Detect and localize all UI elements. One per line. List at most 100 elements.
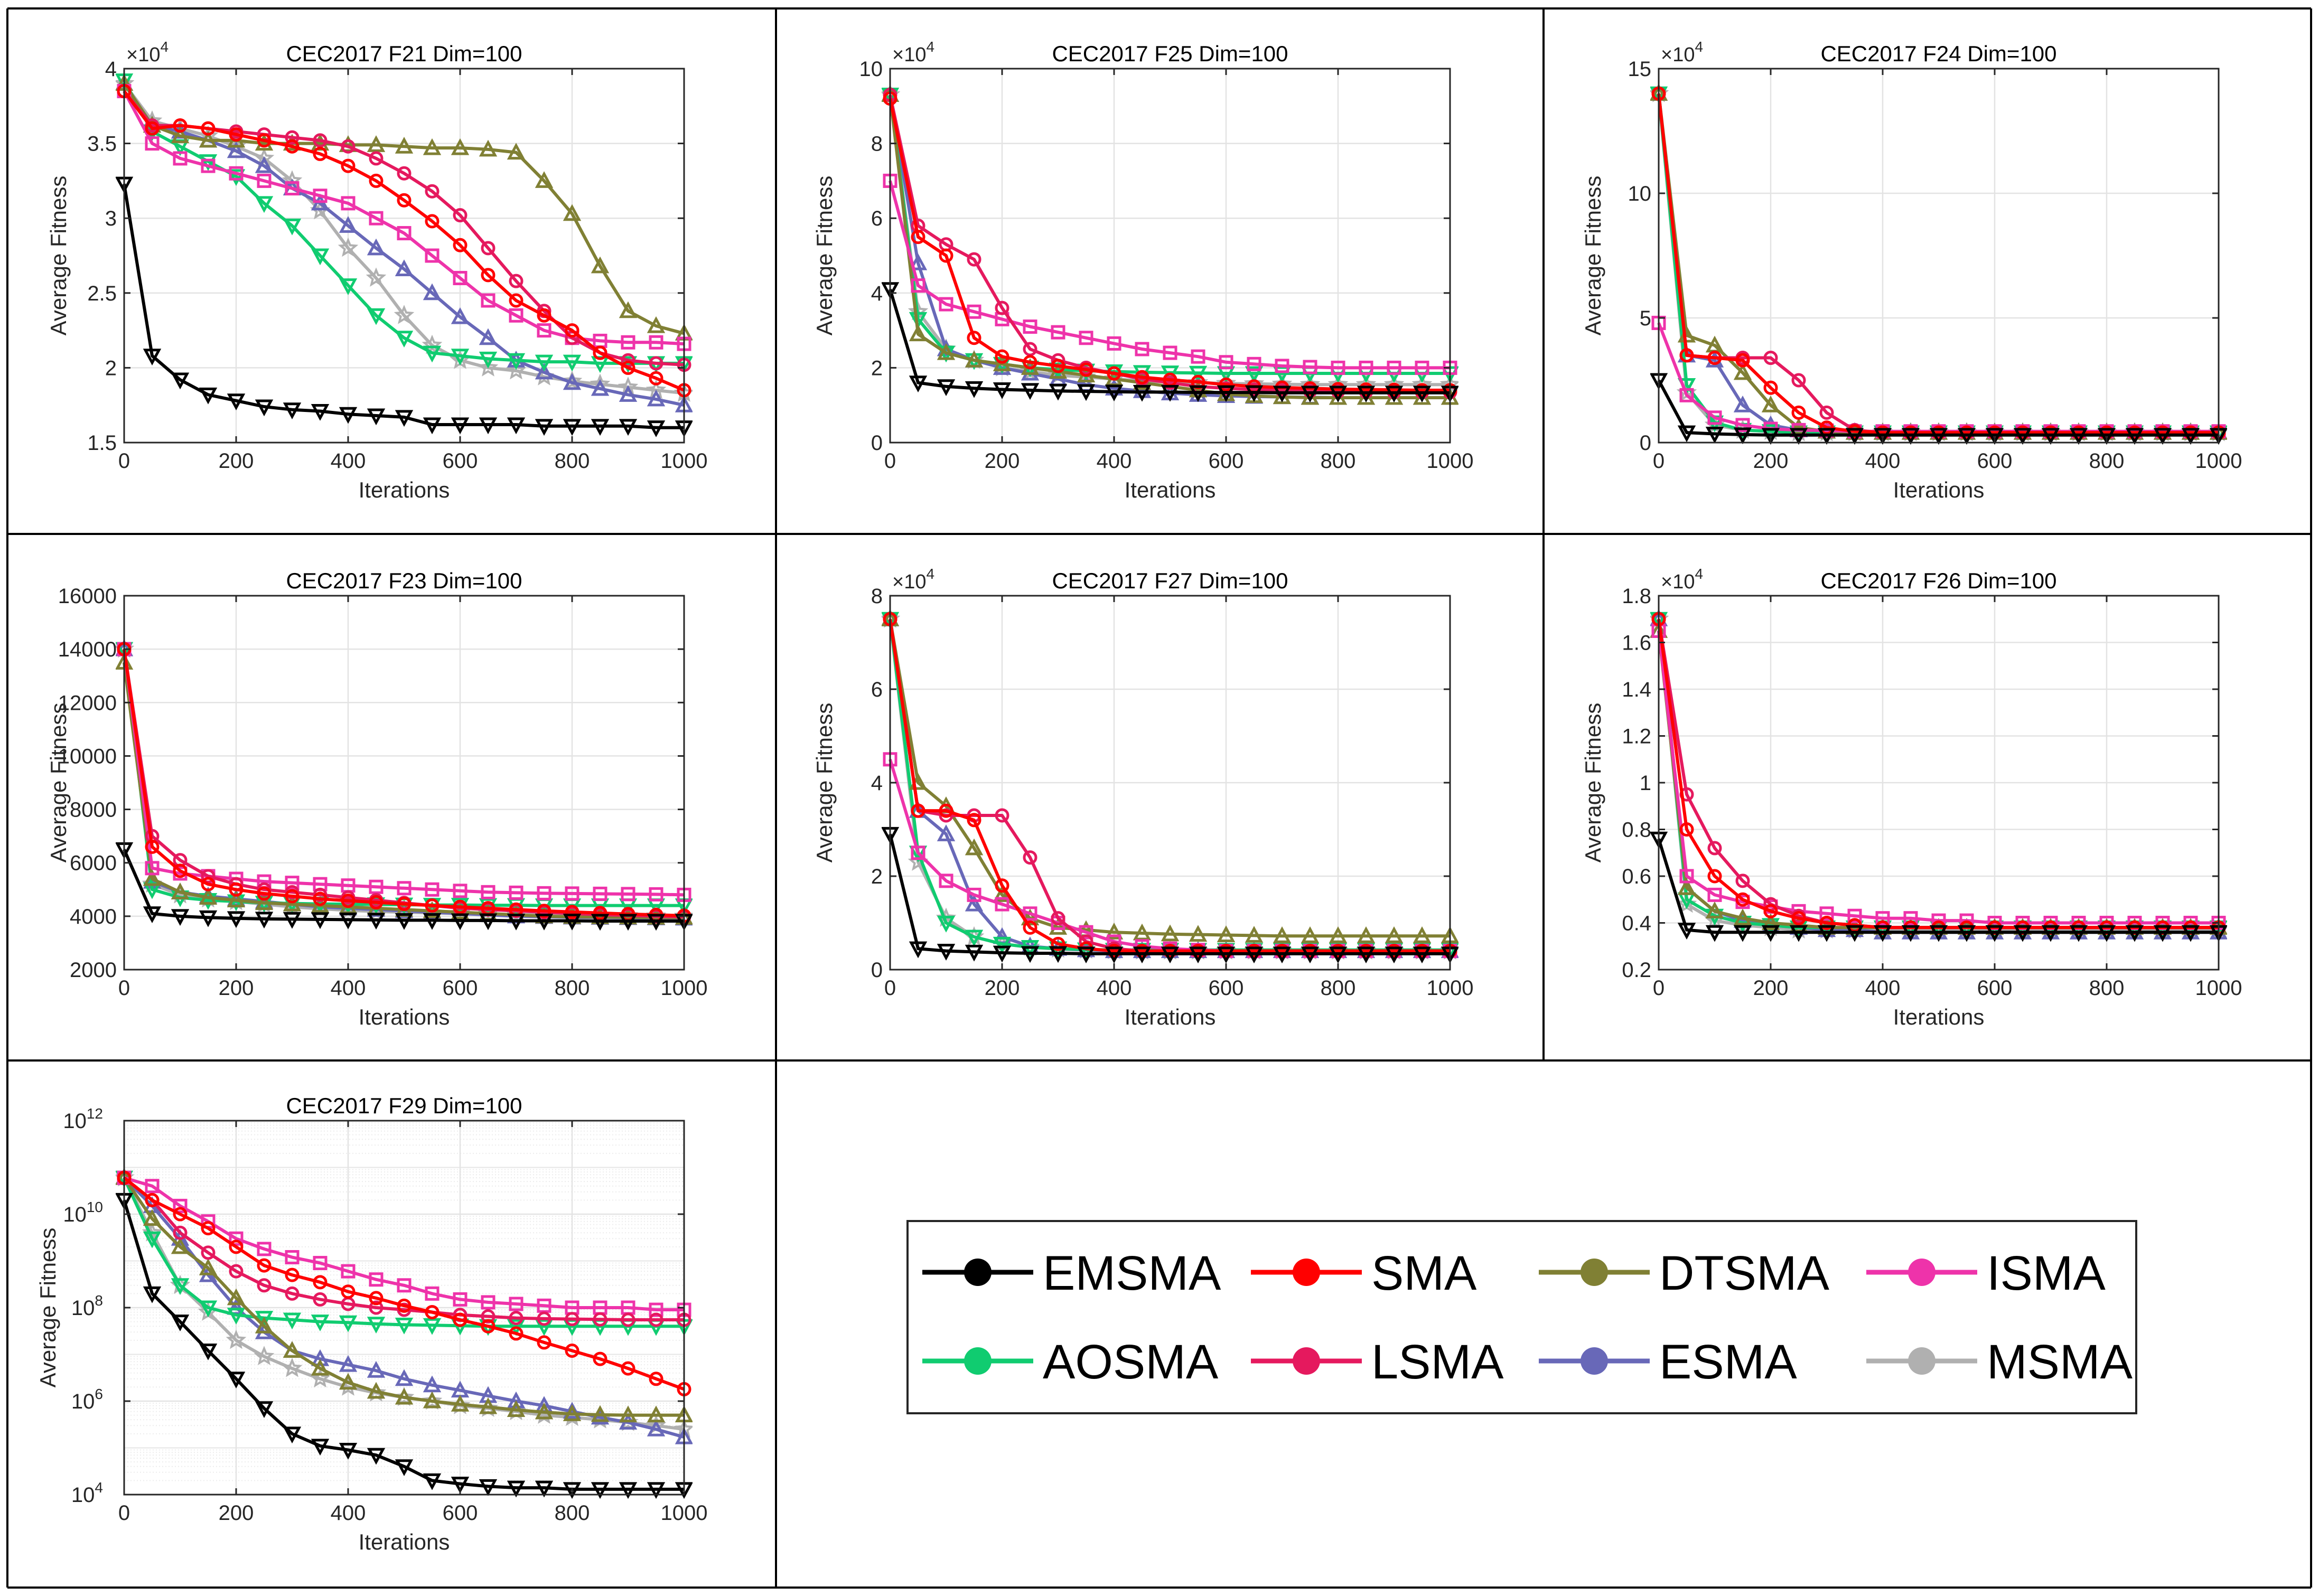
marker-sma-3 bbox=[1735, 353, 1750, 368]
marker-emsma-18 bbox=[619, 1482, 638, 1499]
marker-isma-9 bbox=[1903, 911, 1918, 926]
marker-dtsma-2 bbox=[937, 343, 956, 360]
x-axis-label: Iterations bbox=[1125, 477, 1216, 502]
x-tick-label: 0 bbox=[884, 977, 896, 1000]
y-tick-label: 0.2 bbox=[1622, 959, 1651, 982]
chart-2: 0 200 400 600 800 1000 0 2 4 6 8 10 ×104 CEC2017 F25 … bbox=[812, 39, 1473, 502]
marker-sma-2 bbox=[1707, 351, 1722, 365]
marker-sma-13 bbox=[481, 1319, 495, 1334]
marker-esma-11 bbox=[423, 1375, 442, 1393]
axes-box bbox=[123, 595, 685, 971]
marker-isma-1 bbox=[145, 861, 160, 876]
marker-emsma-12 bbox=[1985, 925, 2004, 942]
y-tick-label: 1 bbox=[1640, 772, 1651, 795]
marker-lsma-19 bbox=[649, 356, 663, 371]
marker-emsma-13 bbox=[1245, 946, 1264, 964]
marker-lsma-17 bbox=[593, 1312, 607, 1327]
marker-sma-12 bbox=[453, 899, 467, 914]
marker-dtsma-2 bbox=[171, 883, 190, 899]
marker-aosma-12 bbox=[451, 349, 470, 365]
marker-sma-11 bbox=[425, 1305, 440, 1320]
marker-emsma-11 bbox=[1957, 428, 1976, 445]
marker-sma-1 bbox=[1679, 822, 1694, 837]
series-line-sma bbox=[889, 618, 1450, 953]
marker-aosma-3 bbox=[199, 893, 218, 910]
marker-dtsma-18 bbox=[619, 1405, 638, 1423]
marker-isma-1 bbox=[1679, 388, 1694, 402]
marker-esma-2 bbox=[1705, 350, 1724, 368]
marker-lsma-3 bbox=[967, 252, 981, 267]
marker-sma-3 bbox=[201, 877, 216, 891]
marker-emsma-2 bbox=[171, 372, 190, 390]
marker-sma-14 bbox=[509, 293, 523, 308]
marker-sma-11 bbox=[425, 214, 440, 229]
y-axis-label: Average Fitness bbox=[1581, 703, 1605, 863]
legend-entry-sma: SMA bbox=[1251, 1246, 1477, 1300]
marker-isma-14 bbox=[509, 885, 523, 900]
marker-emsma-6 bbox=[283, 912, 302, 929]
marker-sma-6 bbox=[285, 889, 300, 904]
marker-dtsma-12 bbox=[451, 1394, 470, 1412]
marker-dtsma-6 bbox=[283, 1341, 302, 1358]
marker-dtsma-11 bbox=[1189, 925, 1208, 942]
marker-lsma-13 bbox=[481, 241, 495, 256]
marker-isma-3 bbox=[201, 158, 216, 173]
marker-sma-13 bbox=[481, 268, 495, 283]
marker-emsma-8 bbox=[1873, 925, 1892, 942]
marker-emsma-1 bbox=[909, 375, 928, 392]
marker-esma-10 bbox=[395, 1369, 414, 1386]
marker-emsma-6 bbox=[1049, 383, 1068, 401]
marker-emsma-13 bbox=[479, 913, 498, 931]
marker-emsma-7 bbox=[1077, 946, 1096, 964]
chart-5: 0 200 400 600 800 1000 0 2 4 6 8 ×104 CEC2017 F27 Di… bbox=[812, 566, 1473, 1029]
marker-isma-9 bbox=[1135, 342, 1149, 356]
marker-emsma-2 bbox=[171, 1315, 190, 1331]
marker-dtsma-5 bbox=[255, 1316, 274, 1334]
plot-area bbox=[124, 69, 684, 443]
legend-marker bbox=[1581, 1259, 1608, 1286]
legend-box bbox=[906, 1220, 2137, 1414]
legend-entry-aosma: AOSMA bbox=[922, 1335, 1219, 1389]
series-line-lsma bbox=[123, 1176, 684, 1321]
marker-emsma-10 bbox=[395, 410, 414, 427]
marker-aosma-5 bbox=[255, 196, 274, 213]
marker-emsma-8 bbox=[339, 407, 358, 424]
legend-label: EMSMA bbox=[1043, 1246, 1221, 1300]
legend-label: ESMA bbox=[1659, 1335, 1797, 1389]
marker-emsma-19 bbox=[647, 1482, 666, 1499]
marker-sma-17 bbox=[593, 906, 607, 921]
marker-emsma-10 bbox=[395, 1459, 414, 1476]
y-axis-label: Average Fitness bbox=[812, 703, 837, 863]
y-axis-label: Average Fitness bbox=[46, 176, 71, 336]
marker-isma-4 bbox=[229, 1231, 244, 1246]
marker-emsma-2 bbox=[1705, 426, 1724, 444]
y-tick-label: 6 bbox=[871, 678, 883, 701]
marker-sma-5 bbox=[1023, 355, 1037, 370]
marker-isma-4 bbox=[229, 166, 244, 181]
y-tick-label: 2000 bbox=[70, 959, 117, 982]
marker-sma-7 bbox=[313, 891, 328, 906]
marker-isma-19 bbox=[649, 335, 663, 350]
marker-dtsma-16 bbox=[563, 204, 582, 221]
panel-grid-frame bbox=[6, 7, 2312, 1589]
marker-emsma-19 bbox=[2181, 925, 2200, 942]
marker-isma-2 bbox=[1707, 410, 1722, 425]
x-tick-label: 600 bbox=[1209, 449, 1244, 473]
marker-emsma-1 bbox=[143, 349, 162, 365]
marker-isma-15 bbox=[537, 323, 551, 338]
marker-aosma-1 bbox=[909, 312, 928, 329]
x-tick-label: 1000 bbox=[661, 1501, 708, 1525]
marker-esma-9 bbox=[367, 1360, 386, 1378]
y-tick-label: 106 bbox=[71, 1386, 103, 1413]
y-tick-label: 0 bbox=[1640, 431, 1651, 455]
marker-dtsma-3 bbox=[1733, 908, 1752, 926]
series-layer bbox=[116, 638, 693, 931]
y-tick-label: 6000 bbox=[70, 852, 117, 875]
y-tick-label: 12000 bbox=[58, 691, 117, 715]
marker-sma-8 bbox=[341, 894, 356, 908]
y-tick-label: 1.8 bbox=[1622, 585, 1651, 608]
x-tick-label: 800 bbox=[555, 977, 590, 1000]
marker-emsma-17 bbox=[1357, 386, 1376, 403]
marker-sma-8 bbox=[341, 1284, 356, 1299]
x-tick-label: 200 bbox=[985, 977, 1020, 1000]
